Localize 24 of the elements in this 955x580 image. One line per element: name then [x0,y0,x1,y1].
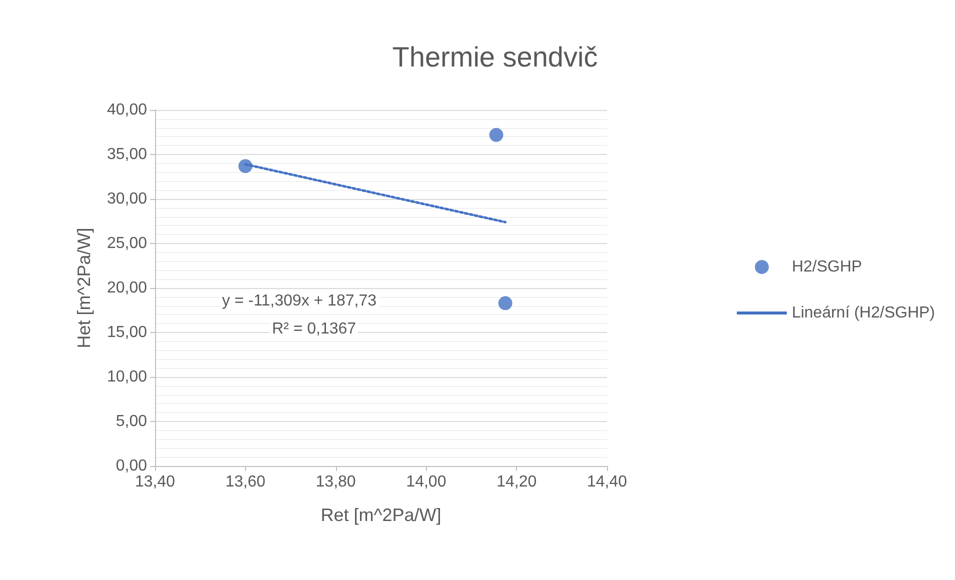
annotation: y = -11,309x + 187,73 [222,292,377,310]
point [489,128,504,142]
y-tick-label: 5,00 [116,413,148,430]
x-axis-title: Ret [m^2Pa/W] [320,505,442,525]
annotation: R² = 0,1367 [272,320,356,338]
y-tick-label: 25,00 [106,235,148,252]
x-tick-label: 14,00 [406,474,446,490]
x-tick-label: 14,40 [586,474,628,490]
x-tick-label: 13,80 [316,474,356,490]
y-tick-label: 0,00 [116,458,148,474]
x-tick-label: 13,40 [134,474,176,490]
y-tick-label: 35,00 [106,146,148,163]
y-tick-label: 20,00 [106,280,148,296]
y-tick-label: 15,00 [106,324,148,341]
legend-label: H2/SGHP [792,258,862,276]
x-tick-label: 13,60 [225,474,266,490]
point [498,296,512,310]
y-axis-title: Het [m^2Pa/W] [74,228,94,348]
y-tick-label: 30,00 [106,190,148,208]
legend-label: Lineární (H2/SGHP) [792,304,936,322]
y-tick-label: 10,00 [106,368,148,386]
y-tick-label: 40,00 [106,102,148,118]
x-tick-label: 14,20 [496,474,537,490]
chart-title: Thermie sendvič [392,42,598,72]
